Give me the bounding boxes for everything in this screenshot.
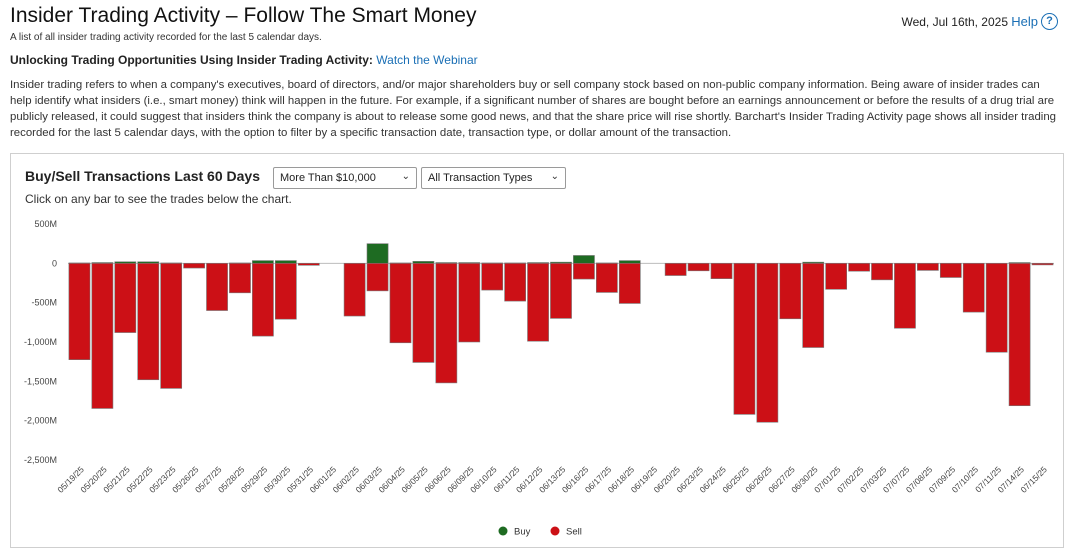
amount-filter-value: More Than $10,000: [280, 172, 376, 184]
buy-bar[interactable]: [573, 255, 595, 264]
chart-title: Buy/Sell Transactions Last 60 Days: [25, 168, 260, 184]
y-tick-label: -2,000M: [24, 416, 57, 426]
help-link[interactable]: Help: [1011, 14, 1038, 29]
sell-bar[interactable]: [802, 263, 825, 348]
sell-bar[interactable]: [687, 263, 710, 272]
sell-bar[interactable]: [527, 263, 549, 342]
sell-bar[interactable]: [756, 263, 779, 423]
y-tick-label: -2,500M: [24, 455, 57, 465]
legend-buy-swatch[interactable]: [498, 526, 508, 536]
y-tick-label: -500M: [31, 298, 57, 308]
transaction-type-value: All Transaction Types: [428, 172, 533, 184]
sell-bar[interactable]: [252, 263, 274, 337]
sell-bar[interactable]: [297, 263, 320, 266]
sell-bar[interactable]: [573, 263, 595, 280]
sell-bar[interactable]: [1031, 263, 1054, 266]
page-title: Insider Trading Activity – Follow The Sm…: [10, 4, 477, 27]
current-date: Wed, Jul 16th, 2025: [901, 15, 1008, 29]
y-tick-label: -1,500M: [24, 376, 57, 386]
sell-bar[interactable]: [825, 263, 848, 290]
legend-sell-swatch[interactable]: [550, 526, 560, 536]
sell-bar[interactable]: [504, 263, 526, 302]
sell-bar[interactable]: [160, 263, 183, 389]
sell-bar[interactable]: [550, 263, 572, 319]
sell-bar[interactable]: [274, 263, 297, 320]
sell-bar[interactable]: [366, 263, 389, 292]
sell-bar[interactable]: [939, 263, 962, 278]
sell-bar[interactable]: [91, 263, 114, 409]
sell-bar[interactable]: [68, 263, 91, 361]
insider-bar-chart: 500M0-500M-1,000M-1,500M-2,000M-2,500M05…: [24, 219, 1054, 538]
sell-bar[interactable]: [894, 263, 916, 329]
sell-bar[interactable]: [389, 263, 412, 344]
sell-bar[interactable]: [710, 263, 733, 279]
sell-bar[interactable]: [1008, 263, 1031, 407]
sell-bar[interactable]: [618, 263, 641, 304]
watch-webinar-link[interactable]: Watch the Webinar: [376, 53, 478, 67]
transaction-type-select[interactable]: All Transaction Types ⌄: [421, 167, 566, 189]
intro-description: Insider trading refers to when a company…: [10, 79, 1057, 139]
sell-bar[interactable]: [481, 263, 504, 291]
sell-bar[interactable]: [917, 263, 939, 271]
buy-bar[interactable]: [366, 243, 389, 264]
sell-bar[interactable]: [458, 263, 481, 343]
amount-filter-select[interactable]: More Than $10,000 ⌄: [273, 167, 417, 189]
sell-bar[interactable]: [435, 263, 458, 384]
chevron-down-icon: ⌄: [550, 171, 559, 182]
buy-bar[interactable]: [252, 260, 274, 264]
sell-bar[interactable]: [206, 263, 228, 311]
chart-panel: Buy/Sell Transactions Last 60 Days More …: [10, 153, 1064, 548]
chevron-down-icon: ⌄: [401, 171, 410, 182]
page-subtitle: A list of all insider trading activity r…: [10, 32, 322, 43]
sell-bar[interactable]: [985, 263, 1008, 353]
sell-bar[interactable]: [343, 263, 366, 317]
chart-hint: Click on any bar to see the trades below…: [25, 192, 292, 206]
unlock-heading: Unlocking Trading Opportunities Using In…: [10, 53, 478, 67]
sell-bar[interactable]: [114, 263, 137, 333]
sell-bar[interactable]: [664, 263, 687, 276]
buy-bar[interactable]: [618, 260, 641, 264]
sell-bar[interactable]: [733, 263, 756, 415]
help-icon[interactable]: ?: [1041, 13, 1058, 30]
sell-bar[interactable]: [779, 263, 802, 320]
unlock-label: Unlocking Trading Opportunities Using In…: [10, 53, 373, 67]
y-tick-label: 0: [52, 258, 57, 268]
y-tick-label: 500M: [34, 219, 57, 229]
legend-buy-label[interactable]: Buy: [514, 527, 531, 538]
sell-bar[interactable]: [137, 263, 160, 381]
buy-bar[interactable]: [274, 260, 297, 264]
sell-bar[interactable]: [871, 263, 893, 281]
sell-bar[interactable]: [596, 263, 618, 293]
sell-bar[interactable]: [183, 263, 205, 269]
sell-bar[interactable]: [962, 263, 985, 313]
y-tick-label: -1,000M: [24, 337, 57, 347]
sell-bar[interactable]: [848, 263, 870, 272]
legend-sell-label[interactable]: Sell: [566, 527, 582, 538]
sell-bar[interactable]: [229, 263, 251, 294]
sell-bar[interactable]: [412, 263, 435, 363]
